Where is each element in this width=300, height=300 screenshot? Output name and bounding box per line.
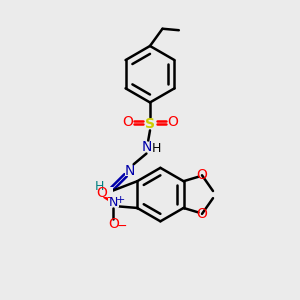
Text: N: N: [125, 164, 135, 178]
FancyBboxPatch shape: [104, 188, 113, 197]
Text: H: H: [94, 180, 104, 194]
Text: O: O: [108, 217, 119, 231]
Text: O: O: [196, 168, 207, 182]
Text: +: +: [116, 195, 125, 205]
Text: O: O: [167, 116, 178, 129]
Text: N: N: [109, 196, 118, 209]
Text: O: O: [97, 186, 108, 200]
FancyBboxPatch shape: [145, 119, 155, 129]
FancyBboxPatch shape: [108, 198, 119, 207]
Text: N: N: [141, 140, 152, 154]
Text: O: O: [122, 116, 133, 129]
Text: −: −: [116, 220, 127, 233]
Text: H: H: [152, 142, 161, 155]
Text: S: S: [145, 117, 155, 131]
Text: O: O: [196, 207, 207, 221]
FancyBboxPatch shape: [125, 166, 135, 176]
